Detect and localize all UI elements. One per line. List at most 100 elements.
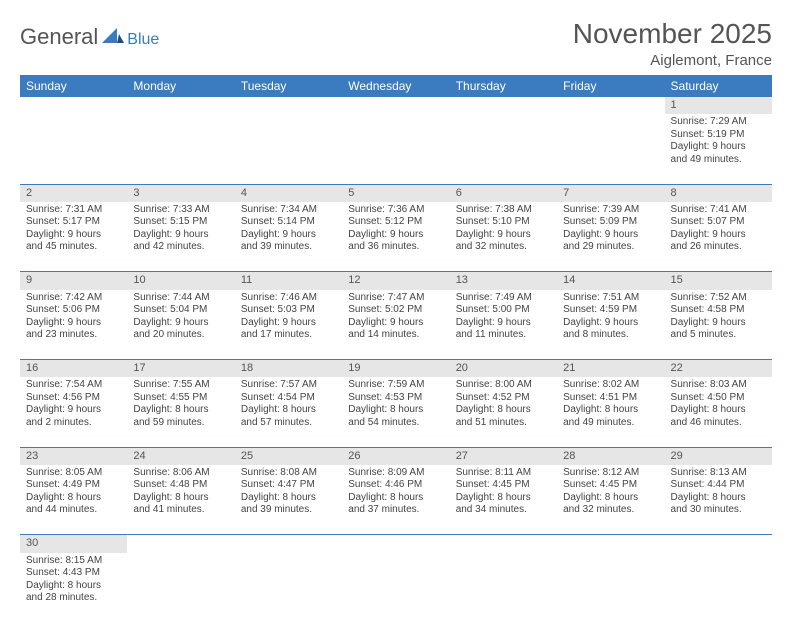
day-number-row: 16171819202122 xyxy=(20,360,772,378)
sunrise-text: Sunrise: 8:06 AM xyxy=(133,467,228,480)
day-content-row: Sunrise: 7:29 AMSunset: 5:19 PMDaylight:… xyxy=(20,114,772,184)
sunset-text: Sunset: 5:15 PM xyxy=(133,216,228,229)
day-cell xyxy=(665,553,772,623)
sunset-text: Sunset: 4:52 PM xyxy=(456,392,551,405)
daylight-text-2: and 14 minutes. xyxy=(348,329,443,342)
sunset-text: Sunset: 5:07 PM xyxy=(671,216,766,229)
day-number-cell: 1 xyxy=(665,97,772,114)
day-number-cell: 22 xyxy=(665,360,772,378)
daylight-text-2: and 45 minutes. xyxy=(26,241,121,254)
day-header: Monday xyxy=(127,75,234,97)
daylight-text-2: and 44 minutes. xyxy=(26,504,121,517)
sunrise-text: Sunrise: 7:39 AM xyxy=(563,204,658,217)
day-cell xyxy=(342,114,449,184)
day-number-cell: 29 xyxy=(665,447,772,465)
sunset-text: Sunset: 4:48 PM xyxy=(133,479,228,492)
day-number-cell: 13 xyxy=(450,272,557,290)
sunset-text: Sunset: 5:06 PM xyxy=(26,304,121,317)
sunset-text: Sunset: 5:12 PM xyxy=(348,216,443,229)
daylight-text-1: Daylight: 9 hours xyxy=(671,141,766,154)
daylight-text-2: and 41 minutes. xyxy=(133,504,228,517)
day-cell: Sunrise: 8:03 AMSunset: 4:50 PMDaylight:… xyxy=(665,377,772,447)
day-header: Thursday xyxy=(450,75,557,97)
sunset-text: Sunset: 4:43 PM xyxy=(26,567,121,580)
daylight-text-1: Daylight: 9 hours xyxy=(133,317,228,330)
sunset-text: Sunset: 5:17 PM xyxy=(26,216,121,229)
day-cell: Sunrise: 7:36 AMSunset: 5:12 PMDaylight:… xyxy=(342,202,449,272)
day-cell xyxy=(235,553,342,623)
daylight-text-1: Daylight: 8 hours xyxy=(563,404,658,417)
logo-sail-icon xyxy=(102,28,124,49)
sunset-text: Sunset: 4:50 PM xyxy=(671,392,766,405)
day-number-cell: 10 xyxy=(127,272,234,290)
day-number-cell xyxy=(342,97,449,114)
sunrise-text: Sunrise: 7:46 AM xyxy=(241,292,336,305)
daylight-text-1: Daylight: 9 hours xyxy=(241,317,336,330)
sunrise-text: Sunrise: 7:52 AM xyxy=(671,292,766,305)
daylight-text-2: and 51 minutes. xyxy=(456,417,551,430)
title-block: November 2025 Aiglemont, France xyxy=(573,18,772,69)
day-cell xyxy=(235,114,342,184)
day-cell: Sunrise: 7:29 AMSunset: 5:19 PMDaylight:… xyxy=(665,114,772,184)
day-cell: Sunrise: 8:02 AMSunset: 4:51 PMDaylight:… xyxy=(557,377,664,447)
sunset-text: Sunset: 4:54 PM xyxy=(241,392,336,405)
day-number-cell xyxy=(235,97,342,114)
sunrise-text: Sunrise: 8:12 AM xyxy=(563,467,658,480)
daylight-text-2: and 26 minutes. xyxy=(671,241,766,254)
daylight-text-1: Daylight: 9 hours xyxy=(563,229,658,242)
day-cell xyxy=(557,553,664,623)
day-cell xyxy=(557,114,664,184)
day-number-cell xyxy=(665,535,772,553)
sunrise-text: Sunrise: 8:15 AM xyxy=(26,555,121,568)
day-number-cell: 14 xyxy=(557,272,664,290)
daylight-text-2: and 11 minutes. xyxy=(456,329,551,342)
daylight-text-1: Daylight: 8 hours xyxy=(348,404,443,417)
day-number-cell: 9 xyxy=(20,272,127,290)
daylight-text-1: Daylight: 9 hours xyxy=(26,229,121,242)
daylight-text-1: Daylight: 9 hours xyxy=(348,317,443,330)
day-number-cell xyxy=(235,535,342,553)
sunset-text: Sunset: 5:04 PM xyxy=(133,304,228,317)
sunset-text: Sunset: 4:46 PM xyxy=(348,479,443,492)
sunset-text: Sunset: 4:44 PM xyxy=(671,479,766,492)
daylight-text-2: and 28 minutes. xyxy=(26,592,121,605)
day-cell: Sunrise: 7:54 AMSunset: 4:56 PMDaylight:… xyxy=(20,377,127,447)
day-number-cell: 24 xyxy=(127,447,234,465)
day-cell: Sunrise: 8:06 AMSunset: 4:48 PMDaylight:… xyxy=(127,465,234,535)
day-number-row: 23242526272829 xyxy=(20,447,772,465)
day-cell: Sunrise: 7:51 AMSunset: 4:59 PMDaylight:… xyxy=(557,290,664,360)
day-cell: Sunrise: 7:34 AMSunset: 5:14 PMDaylight:… xyxy=(235,202,342,272)
day-cell: Sunrise: 8:11 AMSunset: 4:45 PMDaylight:… xyxy=(450,465,557,535)
daylight-text-1: Daylight: 9 hours xyxy=(671,317,766,330)
daylight-text-1: Daylight: 8 hours xyxy=(133,492,228,505)
day-cell xyxy=(127,114,234,184)
day-cell: Sunrise: 8:08 AMSunset: 4:47 PMDaylight:… xyxy=(235,465,342,535)
daylight-text-1: Daylight: 9 hours xyxy=(241,229,336,242)
daylight-text-2: and 23 minutes. xyxy=(26,329,121,342)
day-number-cell xyxy=(450,97,557,114)
day-cell: Sunrise: 7:59 AMSunset: 4:53 PMDaylight:… xyxy=(342,377,449,447)
logo-general-text: General xyxy=(20,24,98,50)
sunrise-text: Sunrise: 7:54 AM xyxy=(26,379,121,392)
sunrise-text: Sunrise: 8:08 AM xyxy=(241,467,336,480)
day-cell xyxy=(127,553,234,623)
sunrise-text: Sunrise: 8:11 AM xyxy=(456,467,551,480)
day-cell: Sunrise: 7:49 AMSunset: 5:00 PMDaylight:… xyxy=(450,290,557,360)
daylight-text-2: and 49 minutes. xyxy=(563,417,658,430)
day-header: Wednesday xyxy=(342,75,449,97)
day-cell: Sunrise: 8:13 AMSunset: 4:44 PMDaylight:… xyxy=(665,465,772,535)
day-cell: Sunrise: 7:31 AMSunset: 5:17 PMDaylight:… xyxy=(20,202,127,272)
day-number-cell xyxy=(127,97,234,114)
day-number-cell xyxy=(20,97,127,114)
sunset-text: Sunset: 5:09 PM xyxy=(563,216,658,229)
day-number-cell xyxy=(127,535,234,553)
sunrise-text: Sunrise: 7:34 AM xyxy=(241,204,336,217)
day-number-cell: 4 xyxy=(235,184,342,202)
daylight-text-1: Daylight: 8 hours xyxy=(348,492,443,505)
day-number-cell: 11 xyxy=(235,272,342,290)
day-number-cell: 30 xyxy=(20,535,127,553)
day-header: Sunday xyxy=(20,75,127,97)
daylight-text-2: and 59 minutes. xyxy=(133,417,228,430)
daylight-text-2: and 32 minutes. xyxy=(563,504,658,517)
sunset-text: Sunset: 4:49 PM xyxy=(26,479,121,492)
